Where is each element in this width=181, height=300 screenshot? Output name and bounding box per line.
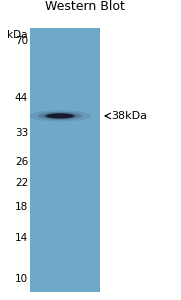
Text: kDa: kDa — [7, 30, 28, 40]
Text: 33: 33 — [15, 128, 28, 138]
Text: 10: 10 — [15, 274, 28, 284]
Ellipse shape — [38, 112, 82, 120]
Text: 38kDa: 38kDa — [111, 111, 147, 121]
Text: 26: 26 — [15, 157, 28, 167]
Ellipse shape — [46, 113, 74, 119]
Text: 18: 18 — [15, 202, 28, 212]
Text: 44: 44 — [15, 93, 28, 103]
Bar — [30, 28, 100, 292]
Ellipse shape — [43, 113, 77, 119]
Text: Western Blot: Western Blot — [45, 1, 125, 13]
Text: 22: 22 — [15, 178, 28, 188]
Text: 14: 14 — [15, 233, 28, 243]
Ellipse shape — [29, 110, 91, 122]
Text: 70: 70 — [15, 36, 28, 46]
